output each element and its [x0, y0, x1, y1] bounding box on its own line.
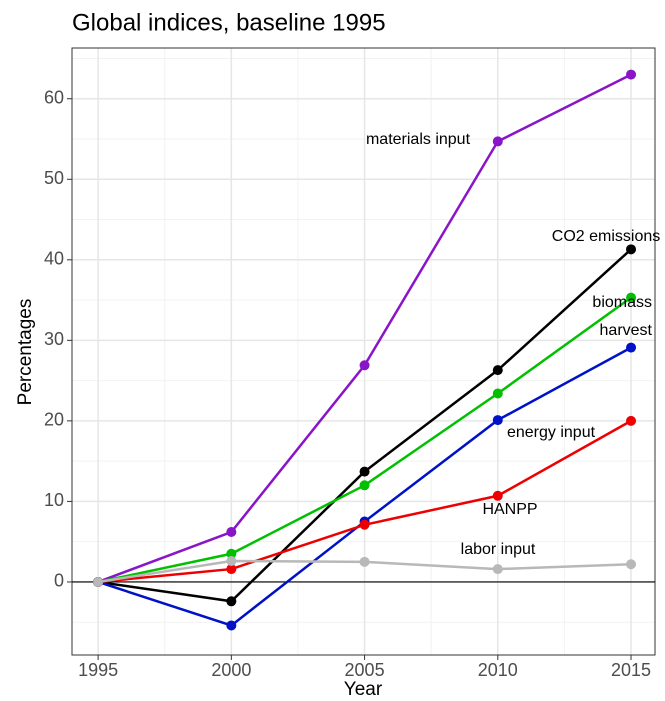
- point: [359, 466, 370, 477]
- chart-title: Global indices, baseline 1995: [72, 9, 386, 36]
- point: [93, 576, 104, 587]
- point: [492, 388, 503, 399]
- point: [626, 69, 637, 80]
- point: [492, 136, 503, 147]
- x-tick-label: 1995: [78, 660, 118, 680]
- point: [626, 342, 637, 353]
- x-tick-label: 2015: [611, 660, 651, 680]
- series-label: biomass harvest: [592, 294, 652, 339]
- point: [226, 596, 237, 607]
- point: [492, 564, 503, 575]
- panel-border: [71, 47, 656, 656]
- y-tick-label: 40: [44, 249, 64, 269]
- x-tick-label: 2010: [478, 660, 518, 680]
- point: [226, 620, 237, 631]
- point: [359, 480, 370, 491]
- series-label: HANPP: [482, 501, 538, 518]
- series-label: energy input: [506, 424, 596, 441]
- y-tick-label: 10: [44, 490, 64, 510]
- point: [492, 365, 503, 376]
- series-label: materials input: [365, 131, 471, 148]
- point: [492, 415, 503, 426]
- point: [626, 559, 637, 570]
- y-tick-label: 60: [44, 87, 64, 107]
- x-axis-title: Year: [344, 679, 383, 700]
- point: [359, 360, 370, 371]
- point: [359, 519, 370, 530]
- y-tick-label: 0: [54, 571, 64, 591]
- x-tick-label: 2005: [345, 660, 385, 680]
- point: [492, 490, 503, 501]
- point: [226, 564, 237, 575]
- point: [226, 527, 237, 538]
- point: [226, 556, 237, 567]
- point: [626, 415, 637, 426]
- x-tick-label: 2000: [211, 660, 251, 680]
- y-tick-label: 30: [44, 329, 64, 349]
- point: [226, 548, 237, 559]
- point: [359, 556, 370, 567]
- y-axis-title: Percentages: [15, 299, 36, 406]
- series-label: CO2 emissions: [551, 228, 661, 245]
- point: [626, 244, 637, 255]
- y-tick-label: 20: [44, 410, 64, 430]
- series-label: labor input: [460, 541, 536, 558]
- y-tick-label: 50: [44, 168, 64, 188]
- point: [626, 292, 637, 303]
